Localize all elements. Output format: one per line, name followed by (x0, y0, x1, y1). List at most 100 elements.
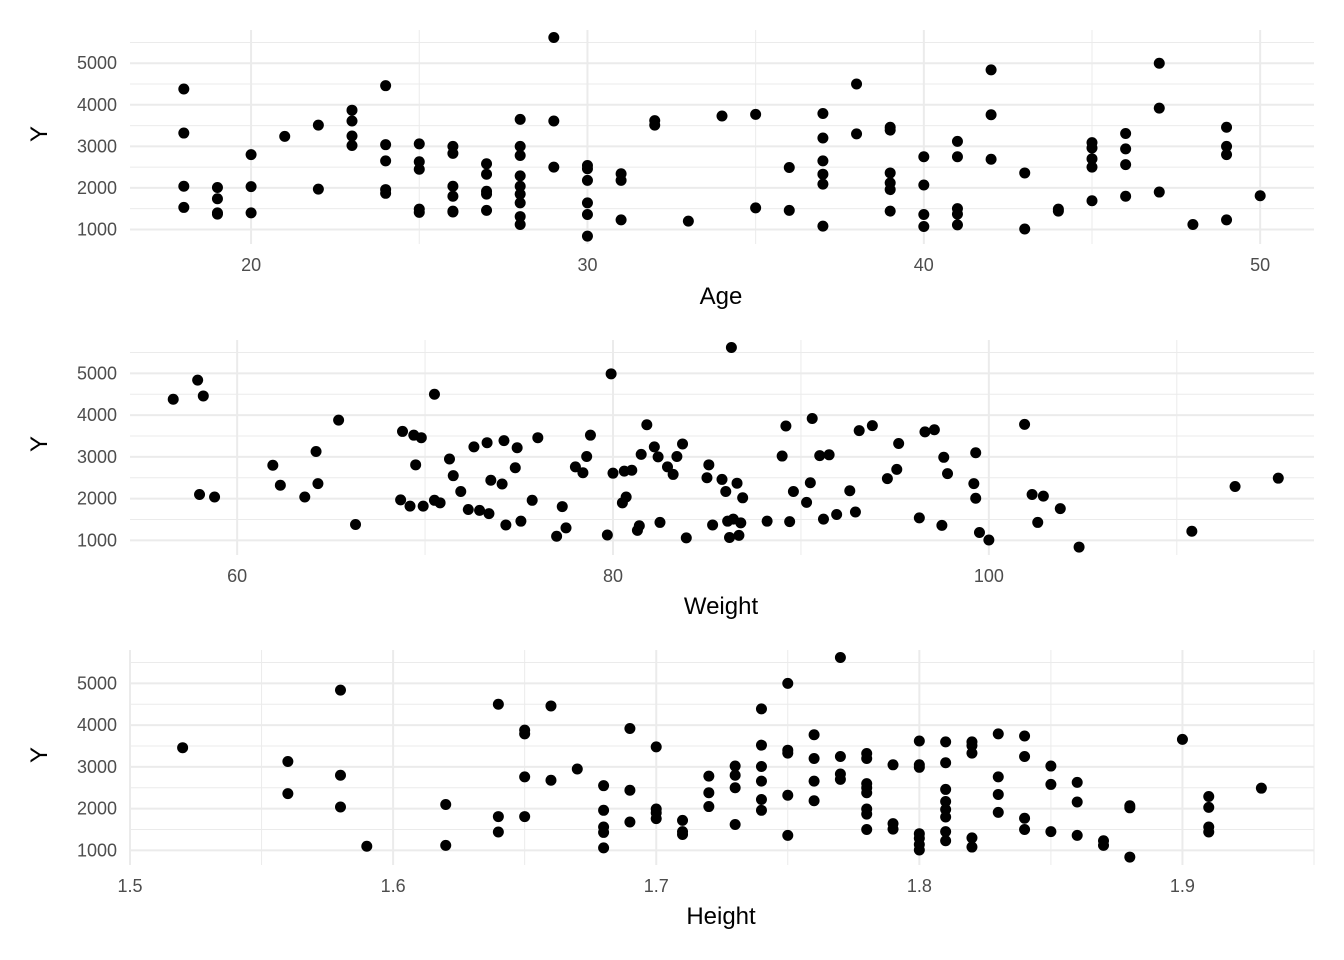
data-point (966, 740, 978, 752)
data-point (1019, 730, 1031, 742)
data-point (447, 206, 459, 218)
y-tick-label: 2000 (77, 178, 117, 198)
data-point (481, 204, 493, 216)
data-point (755, 804, 767, 816)
data-point (635, 448, 647, 460)
data-point (519, 811, 531, 823)
data-point (417, 500, 429, 512)
data-point (481, 188, 493, 200)
data-point (725, 342, 737, 354)
data-point (1019, 750, 1031, 762)
y-tick-label: 1000 (77, 219, 117, 239)
data-point (780, 420, 792, 432)
data-point (468, 441, 480, 453)
data-point (511, 442, 523, 454)
x-tick-label: 20 (241, 255, 261, 275)
data-point (701, 472, 713, 484)
data-point (817, 513, 829, 525)
data-point (913, 761, 925, 773)
data-point (755, 703, 767, 715)
data-point (817, 132, 829, 144)
data-point (428, 388, 440, 400)
data-point (584, 429, 596, 441)
x-axis-title: Height (686, 903, 756, 930)
data-point (966, 832, 978, 844)
data-point (861, 824, 873, 836)
data-point (548, 115, 560, 127)
data-point (447, 470, 459, 482)
data-point (514, 140, 526, 152)
data-point (620, 491, 632, 503)
data-point (245, 207, 257, 219)
data-point (455, 486, 467, 498)
data-point (569, 461, 581, 473)
data-point (729, 819, 741, 831)
data-point (951, 219, 963, 231)
y-tick-label: 4000 (77, 405, 117, 425)
y-tick-label: 2000 (77, 799, 117, 819)
data-point (282, 788, 294, 800)
data-point (581, 163, 593, 175)
data-point (434, 497, 446, 509)
data-point (866, 420, 878, 432)
data-point (716, 110, 728, 122)
data-point (667, 468, 679, 480)
y-tick-label: 4000 (77, 715, 117, 735)
data-point (440, 839, 452, 851)
data-point (729, 782, 741, 794)
data-point (492, 811, 504, 823)
data-point (177, 742, 189, 754)
data-point (940, 757, 952, 769)
data-point (577, 467, 589, 479)
data-point (1071, 796, 1083, 808)
data-point (936, 519, 948, 531)
data-point (598, 804, 610, 816)
data-point (992, 771, 1004, 783)
data-point (940, 796, 952, 808)
y-axis-title: Y (26, 436, 53, 452)
data-point (1120, 190, 1132, 202)
data-point (851, 78, 863, 90)
data-point (652, 451, 664, 463)
data-point (380, 187, 392, 199)
data-point (940, 835, 952, 847)
data-point (940, 736, 952, 748)
data-point (626, 464, 638, 476)
data-point (801, 496, 813, 508)
data-point (514, 188, 526, 200)
data-point (279, 130, 291, 142)
data-point (1045, 778, 1057, 790)
x-tick-label: 1.7 (644, 876, 669, 896)
data-point (211, 193, 223, 205)
data-point (1052, 205, 1064, 217)
data-point (985, 153, 997, 165)
data-point (817, 108, 829, 120)
data-point (481, 158, 493, 170)
data-point (410, 459, 422, 471)
data-point (913, 735, 925, 747)
data-point (483, 508, 495, 520)
data-point (735, 517, 747, 529)
data-point (834, 773, 846, 785)
data-point (1153, 186, 1165, 198)
data-point (624, 722, 636, 734)
data-point (1203, 826, 1215, 838)
y-tick-label: 1000 (77, 530, 117, 550)
data-point (361, 840, 373, 852)
data-point (677, 438, 689, 450)
data-point (1221, 121, 1233, 133)
data-point (1073, 541, 1085, 553)
data-point (1120, 143, 1132, 155)
data-point (598, 826, 610, 838)
data-point (985, 109, 997, 121)
data-point (1120, 127, 1132, 139)
data-point (731, 477, 743, 489)
data-point (545, 774, 557, 786)
data-point (776, 450, 788, 462)
x-axis-title: Weight (684, 593, 759, 620)
data-point (844, 485, 856, 497)
data-point (560, 522, 572, 534)
data-point (729, 760, 741, 772)
data-point (884, 205, 896, 217)
data-point (970, 492, 982, 504)
